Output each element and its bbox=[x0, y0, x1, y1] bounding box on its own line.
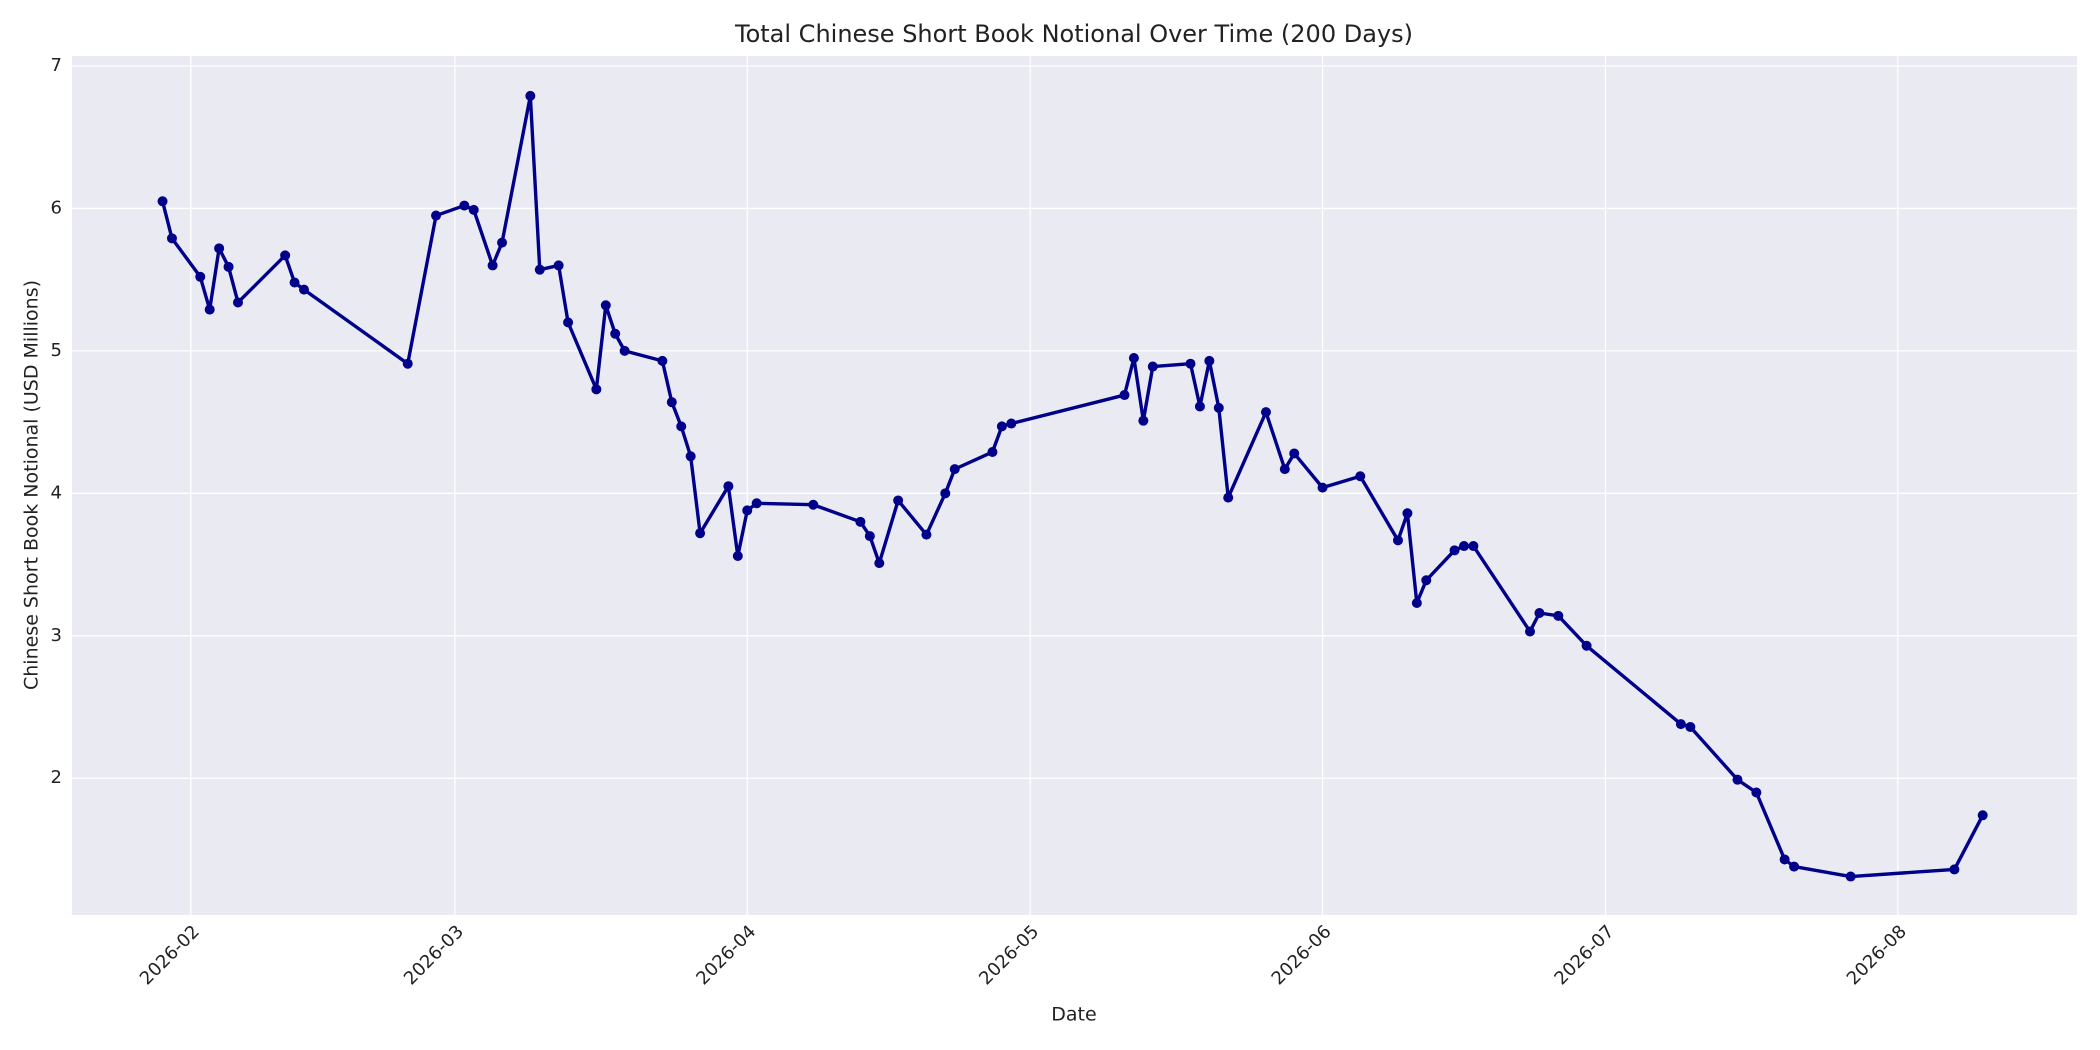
data-point bbox=[157, 196, 168, 207]
data-point bbox=[534, 264, 545, 275]
data-point bbox=[1138, 415, 1149, 426]
x-axis-label: Date bbox=[1051, 1004, 1096, 1026]
data-point bbox=[751, 498, 762, 509]
data-point bbox=[685, 451, 696, 462]
data-point bbox=[459, 200, 470, 211]
data-point bbox=[1223, 492, 1234, 503]
data-point bbox=[1458, 541, 1469, 552]
y-axis-label: Chinese Short Book Notional (USD Million… bbox=[21, 280, 43, 690]
data-point bbox=[468, 204, 479, 215]
data-point bbox=[487, 260, 498, 271]
data-point bbox=[1581, 640, 1592, 651]
data-point bbox=[289, 277, 300, 288]
data-point bbox=[1779, 854, 1790, 865]
data-point bbox=[1194, 401, 1205, 412]
data-point bbox=[874, 558, 885, 569]
data-point bbox=[808, 499, 819, 510]
data-point bbox=[402, 358, 413, 369]
data-point bbox=[563, 317, 574, 328]
data-point bbox=[591, 384, 602, 395]
data-point bbox=[1468, 541, 1479, 552]
chart-title: Total Chinese Short Book Notional Over T… bbox=[734, 20, 1413, 48]
data-point bbox=[893, 495, 904, 506]
data-point bbox=[921, 529, 932, 540]
data-point bbox=[723, 481, 734, 492]
data-point bbox=[1289, 448, 1300, 459]
data-point bbox=[525, 90, 536, 101]
data-point bbox=[1213, 402, 1224, 413]
y-tick-label: 2 bbox=[51, 767, 62, 788]
data-point bbox=[232, 297, 243, 308]
data-point bbox=[1279, 464, 1290, 475]
data-point bbox=[195, 271, 206, 282]
y-tick-label: 5 bbox=[51, 340, 62, 361]
data-point bbox=[940, 488, 951, 499]
data-point bbox=[431, 210, 442, 221]
data-point bbox=[742, 505, 753, 516]
data-point bbox=[1525, 626, 1536, 637]
data-point bbox=[1392, 535, 1403, 546]
x-tick-label: 2026-04 bbox=[692, 921, 760, 989]
data-point bbox=[1411, 598, 1422, 609]
data-point bbox=[864, 531, 875, 542]
data-point bbox=[676, 421, 687, 432]
data-point bbox=[553, 260, 564, 271]
data-point bbox=[223, 261, 234, 272]
data-point bbox=[1845, 871, 1856, 882]
x-tick-label: 2026-06 bbox=[1268, 921, 1336, 989]
data-point bbox=[1128, 353, 1139, 364]
data-point bbox=[1553, 610, 1564, 621]
data-point bbox=[298, 284, 309, 295]
x-tick-label: 2026-07 bbox=[1550, 921, 1618, 989]
data-point bbox=[732, 551, 743, 562]
y-tick-label: 7 bbox=[51, 55, 62, 76]
x-tick-label: 2026-02 bbox=[136, 921, 204, 989]
data-point bbox=[1355, 471, 1366, 482]
y-tick-label: 6 bbox=[51, 197, 62, 218]
data-point bbox=[1402, 508, 1413, 519]
data-point bbox=[1751, 787, 1762, 798]
data-point bbox=[497, 237, 508, 248]
data-point bbox=[1534, 607, 1545, 618]
data-point bbox=[1204, 355, 1215, 366]
data-point bbox=[1685, 721, 1696, 732]
plot-area bbox=[72, 56, 2077, 915]
data-point bbox=[1732, 774, 1743, 785]
data-point bbox=[855, 516, 866, 527]
data-point bbox=[666, 397, 677, 408]
data-point bbox=[1317, 482, 1328, 493]
data-point bbox=[1119, 390, 1130, 401]
data-point bbox=[1449, 545, 1460, 556]
data-point bbox=[1675, 719, 1686, 730]
data-point bbox=[1185, 358, 1196, 369]
y-tick-label: 3 bbox=[51, 625, 62, 646]
x-tick-label: 2026-03 bbox=[400, 921, 468, 989]
data-point bbox=[1949, 864, 1960, 875]
data-point bbox=[1147, 361, 1158, 372]
data-point bbox=[166, 233, 177, 244]
data-point bbox=[1421, 575, 1432, 586]
x-tick-label: 2026-05 bbox=[975, 921, 1043, 989]
data-point bbox=[987, 447, 998, 458]
data-point bbox=[1006, 418, 1017, 429]
data-point bbox=[1260, 407, 1271, 418]
data-point bbox=[1789, 861, 1800, 872]
y-tick-label: 4 bbox=[51, 482, 62, 503]
data-point bbox=[600, 300, 611, 311]
data-point bbox=[619, 345, 630, 356]
data-point bbox=[996, 421, 1007, 432]
data-point bbox=[949, 464, 960, 475]
data-point bbox=[1977, 810, 1988, 821]
data-point bbox=[610, 328, 621, 339]
data-point bbox=[280, 250, 291, 261]
data-point bbox=[657, 355, 668, 366]
data-point bbox=[214, 243, 225, 254]
data-point bbox=[695, 528, 706, 539]
data-point bbox=[204, 304, 215, 315]
x-tick-label: 2026-08 bbox=[1843, 921, 1911, 989]
